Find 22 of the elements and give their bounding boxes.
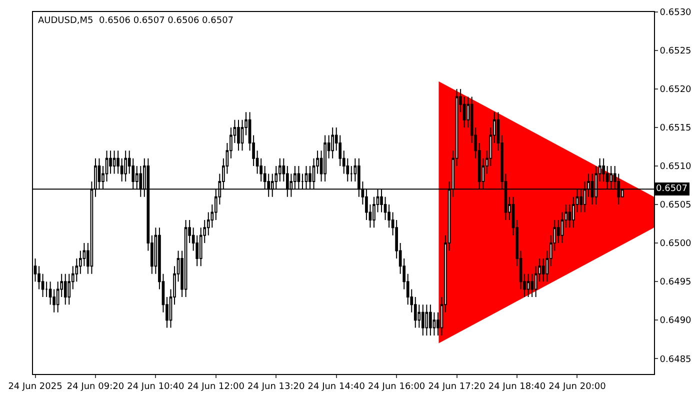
y-tick-label: 0.6520	[660, 85, 692, 96]
x-tick-label: 24 Jun 16:00	[368, 382, 426, 392]
y-tick-label: 0.6505	[660, 200, 692, 211]
x-tick-label: 24 Jun 13:20	[248, 382, 305, 392]
y-tick-label: 0.6500	[660, 239, 692, 250]
y-tick-label: 0.6525	[660, 46, 692, 57]
x-tick-label: 24 Jun 20:00	[548, 382, 606, 392]
x-tick-label: 24 Jun 18:40	[488, 382, 546, 392]
text: AUDUSD,M5 0.6506 0.6507 0.6506 0.6507	[38, 16, 234, 26]
ref-line-label: 0.6507	[656, 184, 688, 194]
y-tick-label: 0.6530	[660, 8, 692, 18]
x-tick-label: 24 Jun 14:40	[308, 382, 366, 392]
x-tick-label: 24 Jun 12:00	[187, 382, 245, 392]
y-tick-label: 0.6490	[660, 316, 692, 326]
x-tick-label: 24 Jun 10:40	[127, 382, 185, 392]
x-tick-label: 24 Jun 2025	[8, 382, 62, 392]
y-tick-label: 0.6495	[660, 278, 692, 288]
y-tick-label: 0.6485	[660, 354, 692, 365]
x-tick-label: 24 Jun 09:20	[66, 382, 124, 392]
x-tick-label: 24 Jun 17:20	[428, 382, 486, 392]
y-tick-label: 0.6515	[660, 124, 692, 134]
y-tick-label: 0.6510	[660, 162, 692, 172]
